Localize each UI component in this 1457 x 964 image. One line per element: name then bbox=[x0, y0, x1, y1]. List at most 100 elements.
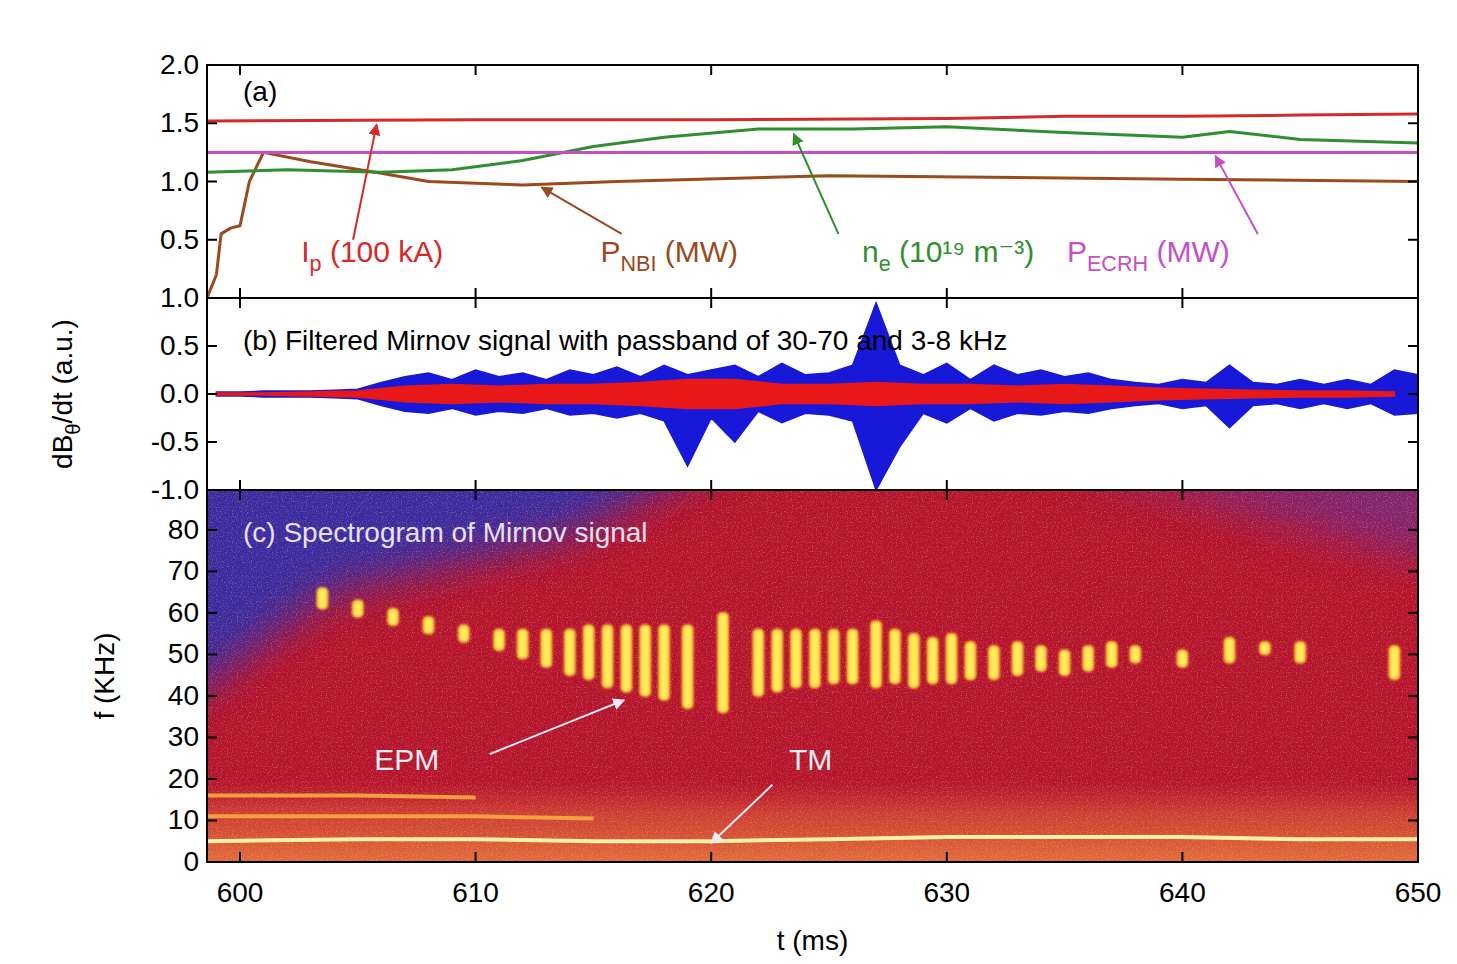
x-tick bbox=[1417, 298, 1419, 308]
annotation-arrow bbox=[711, 785, 772, 843]
series-line bbox=[207, 127, 1418, 173]
y-tick bbox=[1408, 861, 1418, 863]
annotation-arrow bbox=[490, 700, 624, 754]
annotation: EPM bbox=[374, 743, 439, 776]
plot-frame bbox=[207, 65, 1418, 298]
mode-burst bbox=[518, 630, 528, 659]
y-tick bbox=[207, 441, 217, 443]
plot-frame bbox=[207, 490, 1418, 862]
mode-burst bbox=[1295, 642, 1305, 663]
y-tick bbox=[207, 181, 217, 183]
mode-burst bbox=[459, 625, 469, 642]
x-tick-label: 650 bbox=[1395, 877, 1442, 908]
y-tick-label: 1.5 bbox=[160, 107, 199, 138]
x-tick bbox=[946, 480, 948, 490]
y-tick-label: 60 bbox=[168, 597, 199, 628]
mode-burst bbox=[909, 634, 919, 688]
y-tick bbox=[207, 653, 217, 655]
y-tick-label: 0 bbox=[183, 846, 199, 877]
y-tick bbox=[207, 345, 217, 347]
y-tick-label: 30 bbox=[168, 721, 199, 752]
mode-burst bbox=[753, 630, 763, 696]
x-tick bbox=[475, 480, 477, 490]
mode-burst bbox=[829, 630, 839, 684]
x-tick bbox=[239, 288, 241, 298]
mode-burst bbox=[928, 638, 938, 684]
mode-burst bbox=[353, 600, 363, 617]
mode-burst bbox=[890, 630, 900, 684]
y-tick bbox=[207, 778, 217, 780]
y-tick bbox=[1408, 653, 1418, 655]
y-tick bbox=[1408, 239, 1418, 241]
mode-burst bbox=[1013, 642, 1023, 675]
x-tick bbox=[1417, 480, 1419, 490]
mode-burst bbox=[1260, 642, 1270, 655]
x-tick bbox=[1181, 288, 1183, 298]
y-tick bbox=[1408, 819, 1418, 821]
y-tick bbox=[207, 122, 217, 124]
label-arrow bbox=[794, 134, 839, 234]
y-tick bbox=[207, 861, 217, 863]
panel-title: (c) Spectrogram of Mirnov signal bbox=[243, 517, 648, 548]
y-tick-label: 1.0 bbox=[160, 166, 199, 197]
x-tick bbox=[1181, 490, 1183, 500]
y-tick-label: 40 bbox=[168, 680, 199, 711]
mode-burst bbox=[659, 625, 669, 700]
x-tick bbox=[475, 288, 477, 298]
panel-title: (b) Filtered Mirnov signal with passband… bbox=[243, 325, 1007, 356]
mode-burst bbox=[1036, 646, 1046, 671]
series-label: ne (10¹⁹ m⁻³) bbox=[862, 235, 1034, 276]
mode-burst bbox=[683, 625, 693, 708]
x-tick-label: 630 bbox=[923, 877, 970, 908]
x-tick bbox=[1181, 852, 1183, 862]
mode-burst bbox=[621, 625, 631, 691]
x-tick bbox=[475, 852, 477, 862]
mode-burst bbox=[965, 642, 975, 679]
x-tick bbox=[946, 852, 948, 862]
x-tick bbox=[239, 480, 241, 490]
y-tick bbox=[1408, 529, 1418, 531]
label-arrow bbox=[542, 187, 622, 234]
mode-burst bbox=[541, 630, 551, 667]
y-tick-label: 1.0 bbox=[160, 282, 199, 313]
spectrogram-ground bbox=[207, 490, 1418, 862]
series-line bbox=[207, 837, 1418, 841]
x-tick bbox=[710, 490, 712, 500]
mode-burst bbox=[791, 630, 801, 688]
x-tick bbox=[710, 65, 712, 75]
mode-burst bbox=[494, 630, 504, 651]
y-tick bbox=[1408, 64, 1418, 66]
x-tick bbox=[710, 480, 712, 490]
mode-burst bbox=[388, 609, 398, 626]
mode-burst bbox=[603, 625, 613, 687]
plot-area bbox=[207, 490, 1418, 862]
series-label: Ip (100 kA) bbox=[301, 235, 443, 276]
x-tick bbox=[710, 288, 712, 298]
x-tick bbox=[946, 490, 948, 500]
plot-area bbox=[207, 114, 1418, 298]
mode-burst bbox=[640, 625, 650, 696]
y-tick bbox=[1408, 612, 1418, 614]
x-tick bbox=[475, 65, 477, 75]
y-tick-label: -1.0 bbox=[151, 474, 199, 505]
mode-burst bbox=[718, 613, 728, 713]
series-label: PECRH (MW) bbox=[1067, 235, 1230, 276]
x-tick bbox=[946, 298, 948, 308]
mode-burst bbox=[1083, 646, 1093, 671]
y-tick-label: 0.0 bbox=[160, 378, 199, 409]
x-tick bbox=[946, 65, 948, 75]
mode-burst bbox=[810, 630, 820, 688]
mode-burst bbox=[947, 634, 957, 684]
mode-burst bbox=[772, 630, 782, 692]
y-axis-title: f (KHz) bbox=[89, 632, 120, 719]
y-tick-label: 80 bbox=[168, 514, 199, 545]
x-tick bbox=[239, 65, 241, 75]
y-tick bbox=[1408, 778, 1418, 780]
y-axis-title: dBθ/dt (a.u.) bbox=[47, 319, 84, 469]
x-tick-label: 640 bbox=[1159, 877, 1206, 908]
plot-area bbox=[216, 303, 1418, 490]
x-tick bbox=[1417, 852, 1419, 862]
mode-burst bbox=[424, 617, 434, 634]
y-tick bbox=[207, 612, 217, 614]
signal-envelope bbox=[216, 380, 1394, 409]
